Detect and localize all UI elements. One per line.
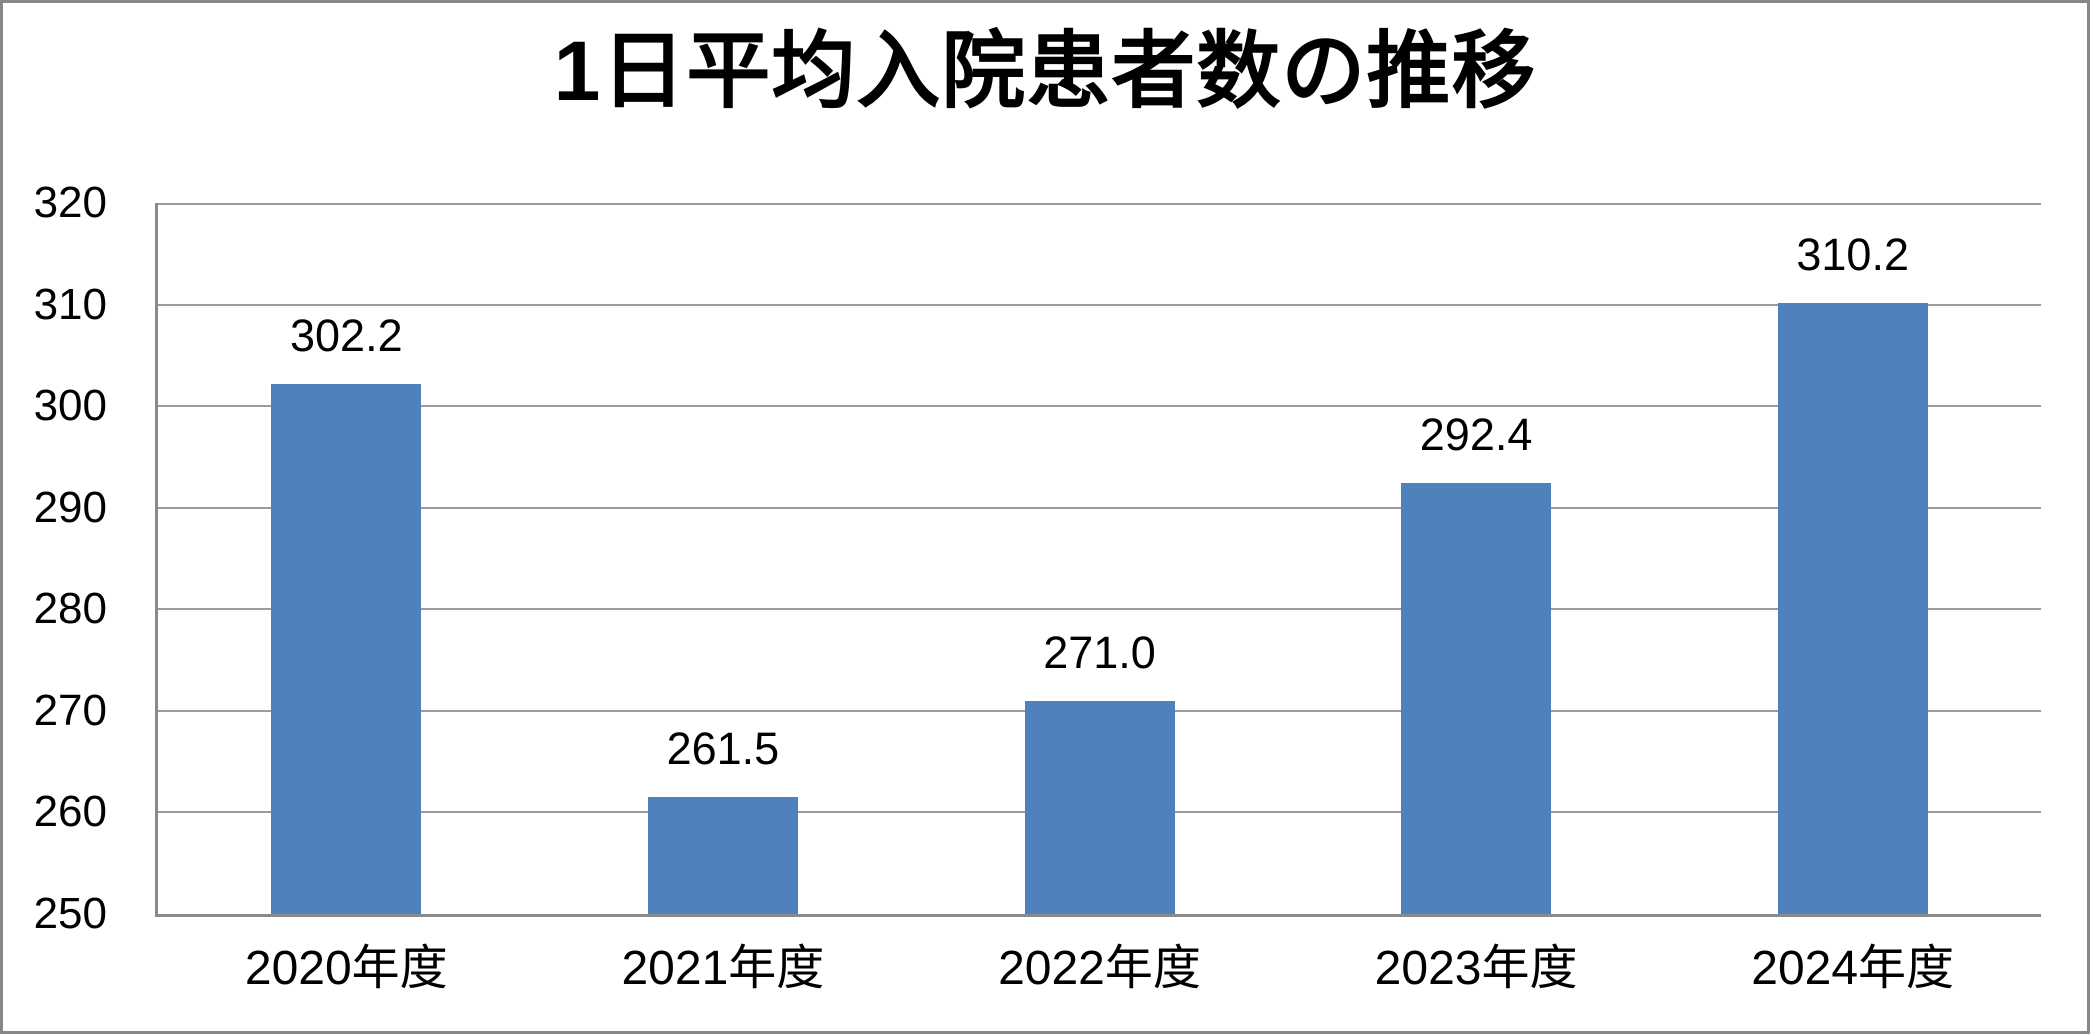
gridline xyxy=(158,303,2041,306)
gridline xyxy=(158,506,2041,509)
bar-value-label: 292.4 xyxy=(1419,409,1533,461)
y-axis-tick-label: 250 xyxy=(33,889,107,938)
x-axis-category-label: 2021年度 xyxy=(621,942,825,995)
bar-2 xyxy=(1024,700,1175,914)
y-axis: 250 260 270 280 290 300 310 320 xyxy=(3,181,107,936)
x-axis-category-label: 2020年度 xyxy=(244,942,448,995)
x-axis: 2020年度 2021年度 2022年度 2023年度 2024年度 xyxy=(158,945,2041,993)
gridline xyxy=(158,608,2041,611)
plot-area: 302.2 261.5 271.0 292.4 310.2 xyxy=(155,203,2041,917)
y-axis-tick-label: 310 xyxy=(33,279,107,329)
y-axis-tick-label: 280 xyxy=(33,584,107,634)
x-axis-category-label: 2022年度 xyxy=(998,942,1201,995)
gridline xyxy=(158,203,2041,205)
chart-title: 1日平均入院患者数の推移 xyxy=(553,24,1537,118)
bar-3 xyxy=(1401,483,1552,914)
gridline xyxy=(158,405,2041,408)
y-axis-tick-label: 290 xyxy=(33,482,107,532)
bar-value-label: 302.2 xyxy=(289,309,403,361)
y-axis-tick-label: 300 xyxy=(33,381,107,431)
bar-value-label: 261.5 xyxy=(666,723,780,775)
bar-value-label: 310.2 xyxy=(1796,228,1909,280)
bar-4 xyxy=(1777,302,1928,914)
x-axis-category-label: 2024年度 xyxy=(1751,942,1955,995)
x-axis-category-label: 2023年度 xyxy=(1374,942,1578,995)
y-axis-tick-label: 260 xyxy=(33,787,107,837)
y-axis-tick-label: 320 xyxy=(33,178,107,227)
y-axis-tick-label: 270 xyxy=(33,685,107,735)
bar-1 xyxy=(647,797,798,914)
bar-0 xyxy=(271,383,422,914)
bar-value-label: 271.0 xyxy=(1043,626,1156,678)
